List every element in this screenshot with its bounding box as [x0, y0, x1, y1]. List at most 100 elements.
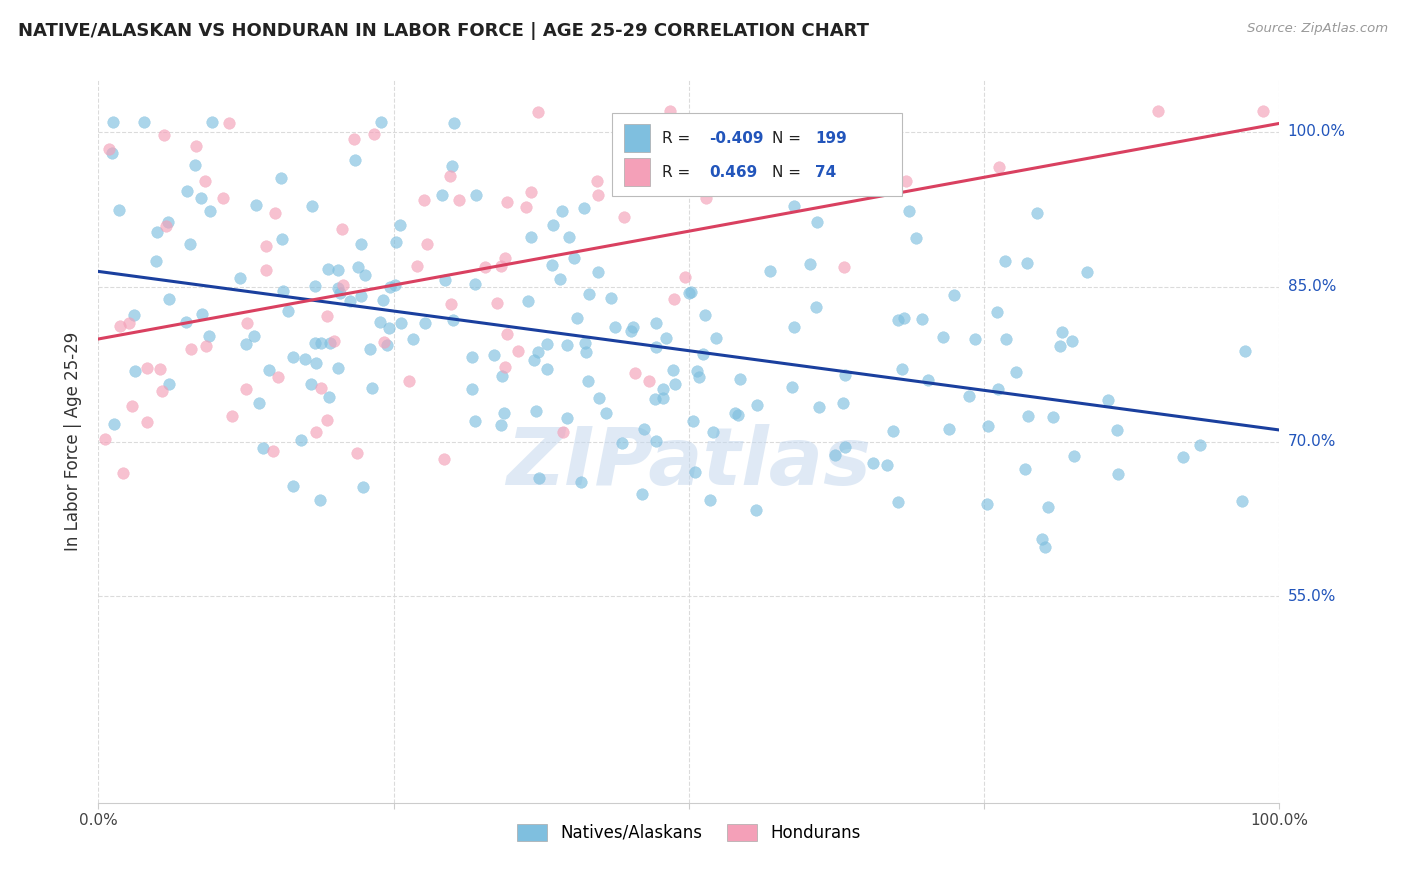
Point	[965, 332, 987, 346]
Point	[368, 315, 391, 329]
Point	[174, 315, 197, 329]
Point	[695, 191, 717, 205]
Text: NATIVE/ALASKAN VS HONDURAN IN LABOR FORCE | AGE 25-29 CORRELATION CHART: NATIVE/ALASKAN VS HONDURAN IN LABOR FORC…	[18, 22, 869, 40]
Point	[146, 225, 169, 239]
Point	[730, 372, 752, 386]
Point	[373, 334, 395, 349]
Point	[782, 380, 804, 394]
Point	[252, 441, 274, 455]
Text: Source: ZipAtlas.com: Source: ZipAtlas.com	[1247, 22, 1388, 36]
Point	[986, 305, 1008, 319]
Point	[235, 382, 257, 396]
Point	[179, 236, 201, 251]
Point	[702, 425, 724, 439]
Point	[681, 285, 703, 300]
Point	[856, 144, 879, 158]
Point	[585, 174, 607, 188]
Point	[524, 403, 547, 417]
Point	[1076, 265, 1098, 279]
Point	[489, 418, 512, 433]
Point	[551, 203, 574, 218]
Point	[683, 465, 706, 479]
Point	[586, 188, 609, 202]
Point	[515, 200, 537, 214]
Point	[197, 329, 219, 343]
Point	[526, 104, 548, 119]
Point	[159, 377, 181, 392]
Point	[987, 382, 1010, 396]
Point	[1015, 256, 1038, 270]
Point	[271, 232, 294, 246]
Point	[695, 308, 717, 322]
Point	[662, 292, 685, 306]
Point	[938, 422, 960, 436]
Text: N =: N =	[772, 130, 806, 145]
Point	[257, 363, 280, 377]
Point	[588, 265, 610, 279]
FancyBboxPatch shape	[624, 124, 650, 152]
Point	[249, 396, 271, 410]
Text: R =: R =	[662, 164, 695, 179]
Point	[100, 146, 122, 161]
Point	[377, 321, 399, 335]
Point	[1038, 500, 1060, 514]
Point	[995, 332, 1018, 346]
Point	[495, 194, 517, 209]
Point	[262, 444, 284, 458]
Point	[311, 335, 333, 350]
Point	[347, 260, 370, 275]
Point	[630, 487, 652, 501]
Point	[402, 332, 425, 346]
Point	[124, 364, 146, 378]
Point	[600, 291, 623, 305]
Point	[221, 409, 243, 423]
Point	[343, 132, 366, 146]
Point	[190, 191, 212, 205]
Point	[831, 396, 853, 410]
Point	[664, 376, 686, 391]
FancyBboxPatch shape	[612, 112, 901, 196]
Point	[1004, 365, 1026, 379]
Point	[834, 440, 856, 454]
Point	[652, 391, 675, 405]
Point	[1105, 423, 1128, 437]
Text: 74: 74	[815, 164, 837, 179]
Point	[441, 313, 464, 327]
Point	[156, 215, 179, 229]
Point	[541, 219, 564, 233]
Point	[520, 185, 543, 199]
Point	[1025, 206, 1047, 220]
Point	[536, 361, 558, 376]
Point	[271, 284, 294, 298]
Point	[1042, 409, 1064, 424]
Point	[201, 115, 224, 129]
Point	[745, 502, 768, 516]
Point	[136, 415, 159, 429]
Point	[527, 471, 550, 485]
Point	[896, 174, 918, 188]
Point	[309, 381, 332, 395]
Point	[328, 281, 350, 295]
Text: 100.0%: 100.0%	[1288, 124, 1346, 139]
Point	[322, 334, 344, 348]
Point	[644, 392, 666, 406]
Point	[678, 285, 700, 300]
Point	[495, 327, 517, 342]
Point	[449, 194, 471, 208]
Point	[346, 446, 368, 460]
Point	[236, 316, 259, 330]
Point	[305, 425, 328, 439]
Point	[651, 382, 673, 396]
Point	[588, 391, 610, 405]
Point	[1062, 334, 1084, 348]
Point	[783, 199, 806, 213]
Point	[135, 361, 157, 376]
Point	[557, 338, 579, 352]
Point	[523, 353, 546, 368]
Point	[1050, 325, 1073, 339]
Point	[465, 187, 488, 202]
Point	[413, 194, 436, 208]
Point	[194, 174, 217, 188]
Point	[277, 304, 299, 318]
Legend: Natives/Alaskans, Hondurans: Natives/Alaskans, Hondurans	[510, 817, 868, 848]
